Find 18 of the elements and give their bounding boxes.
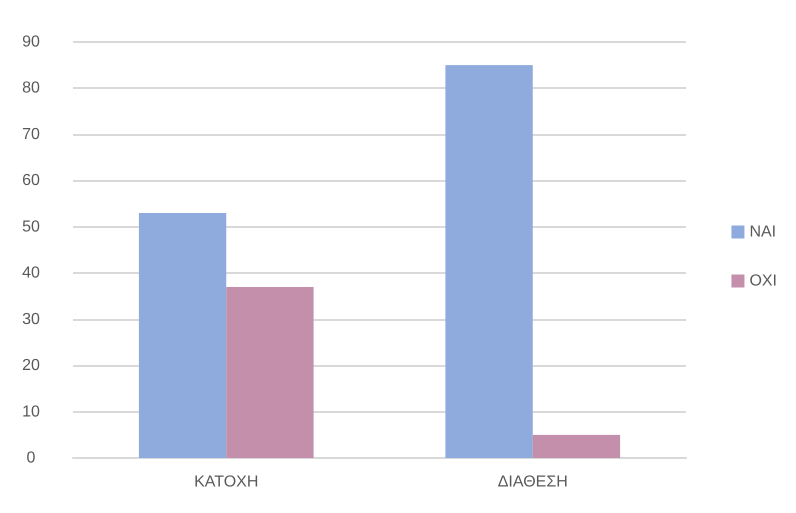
- y-tick-label: 30: [22, 310, 40, 328]
- y-tick-label: 40: [22, 264, 40, 282]
- y-tick-label: 90: [22, 34, 40, 50]
- y-tick-label: 80: [22, 80, 40, 97]
- y-tick-label: 20: [22, 357, 40, 374]
- y-tick-label: 50: [22, 218, 40, 236]
- legend-label: ΟΧΙ: [749, 272, 777, 290]
- bar: [532, 434, 620, 458]
- bar: [226, 286, 314, 458]
- bar: [138, 213, 226, 458]
- legend-label: ΝΑΙ: [749, 224, 776, 240]
- y-tick-label: 70: [22, 126, 40, 143]
- y-tick-label: 10: [22, 403, 40, 420]
- y-tick-label: 60: [22, 172, 40, 190]
- x-tick-label: ΚΑΤΟΧΗ: [194, 474, 258, 490]
- bar: [445, 65, 533, 458]
- y-tick-label: 0: [26, 450, 36, 466]
- x-tick-label: ΔΙΑΘΕΣΗ: [498, 474, 568, 490]
